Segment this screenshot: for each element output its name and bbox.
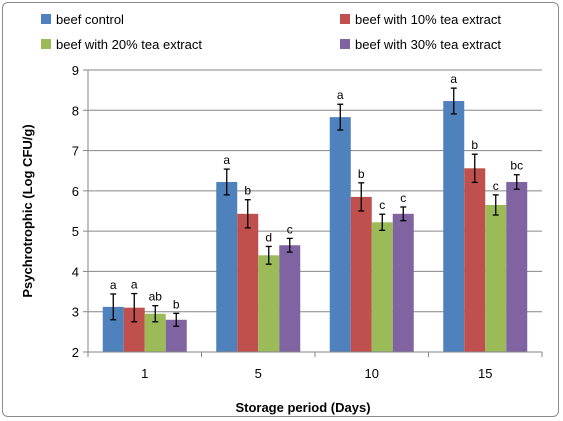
legend-swatch-3	[41, 39, 51, 49]
significance-letter: a	[337, 88, 344, 102]
legend-label-3: beef with 20% tea extract	[56, 37, 202, 52]
y-tick-label: 4	[72, 264, 79, 279]
legend-label-4: beef with 30% tea extract	[355, 37, 501, 52]
x-tick-label: 5	[255, 366, 262, 381]
bar	[329, 117, 351, 353]
legend-swatch-1	[41, 14, 51, 24]
y-tick-label: 2	[72, 345, 79, 360]
bar	[216, 181, 238, 352]
significance-letter: a	[223, 153, 230, 167]
y-tick-label: 6	[72, 184, 79, 199]
axes	[83, 69, 543, 357]
bar	[485, 204, 507, 352]
significance-letter: c	[400, 191, 406, 205]
bar	[165, 319, 187, 352]
significance-letter: d	[265, 230, 272, 244]
significance-letter: c	[287, 222, 293, 236]
significance-letter: a	[450, 72, 457, 86]
significance-letter: b	[471, 138, 478, 152]
significance-letter: c	[379, 198, 385, 212]
bar	[392, 213, 414, 352]
significance-letter: b	[358, 167, 365, 181]
significance-letter: bc	[510, 159, 523, 173]
bar	[144, 313, 166, 352]
x-tick-label: 15	[478, 366, 492, 381]
x-tick-label: 1	[141, 366, 148, 381]
legend-label-2: beef with 10% tea extract	[355, 12, 501, 27]
x-tick-labels: 1 5 10 15	[141, 366, 492, 381]
legend-swatch-2	[340, 14, 350, 24]
significance-letter: c	[493, 179, 499, 193]
y-tick-label: 7	[72, 144, 79, 159]
bar	[371, 222, 393, 352]
x-axis-title: Storage period (Days)	[235, 400, 370, 415]
bar	[102, 306, 124, 352]
bar	[123, 307, 145, 352]
y-tick-labels: 2 3 4 5 6 7 8 9	[72, 63, 79, 360]
bar	[464, 168, 486, 352]
legend-label-1: beef control	[56, 12, 124, 27]
significance-letter: a	[110, 278, 117, 292]
legend: beef control beef with 10% tea extract b…	[41, 12, 501, 52]
y-tick-label: 8	[72, 103, 79, 118]
bar	[279, 245, 301, 352]
significance-letter: b	[173, 297, 180, 311]
significance-letter: ab	[149, 290, 163, 304]
y-axis-title: Psychrotrophic (Log CFU/g)	[20, 124, 35, 297]
x-tick-label: 10	[365, 366, 379, 381]
y-tick-label: 5	[72, 224, 79, 239]
y-tick-label: 3	[72, 305, 79, 320]
bar	[350, 196, 372, 352]
bar	[258, 255, 280, 352]
y-tick-label: 9	[72, 63, 79, 78]
bar	[443, 101, 465, 353]
significance-letter: b	[244, 184, 251, 198]
bar	[506, 181, 528, 352]
legend-swatch-4	[340, 39, 350, 49]
significance-letter: a	[131, 278, 138, 292]
bar	[237, 213, 259, 352]
